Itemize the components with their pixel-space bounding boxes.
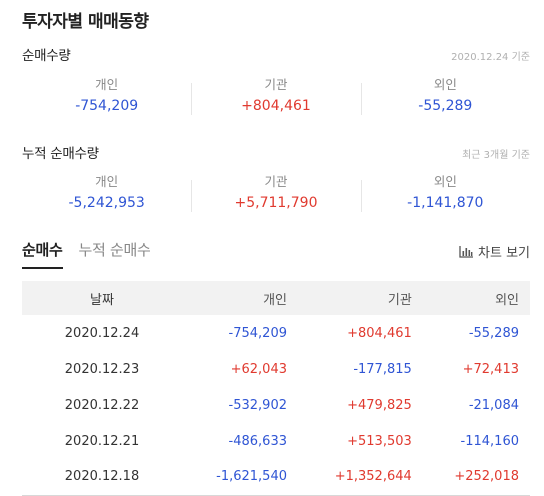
investor-trading-table: 날짜 개인 기관 외인 2020.12.24 -754,209 +804,461… (22, 281, 530, 496)
header-institution: 기관 (387, 292, 412, 308)
cumulative-period-note: 최근 3개월 기준 (462, 150, 530, 161)
institution-label: 기관 (264, 77, 288, 92)
row-individual: -1,621,540 (216, 469, 287, 485)
foreign-value: -1,141,870 (407, 195, 484, 211)
row-individual: -486,633 (228, 433, 287, 449)
tab-cumulative-net-buy[interactable]: 누적 순매수 (78, 241, 151, 259)
row-foreign: -114,160 (460, 433, 519, 449)
header-individual: 개인 (263, 292, 287, 308)
row-institution: -177,815 (353, 361, 412, 377)
chart-view-label: 차트 보기 (478, 246, 530, 261)
individual-label: 개인 (95, 174, 119, 189)
row-institution: +1,352,644 (334, 469, 412, 485)
individual-value: -5,242,953 (68, 195, 145, 211)
net-buy-title: 순매수량 (22, 48, 71, 64)
individual-value: -754,209 (75, 98, 139, 114)
row-institution: +804,461 (347, 325, 412, 341)
institution-value: +804,461 (241, 98, 311, 114)
cumulative-title: 누적 순매수량 (22, 146, 99, 162)
cumulative-summary: 개인 -5,242,953 기관 +5,711,790 외인 -1,141,87… (22, 173, 530, 219)
row-foreign: -21,084 (468, 397, 519, 413)
row-individual: -532,902 (228, 397, 287, 413)
row-date: 2020.12.22 (64, 397, 140, 413)
foreign-label: 외인 (433, 174, 457, 189)
row-individual: -754,209 (228, 325, 287, 341)
row-institution: +513,503 (347, 433, 412, 449)
row-date: 2020.12.18 (64, 469, 140, 485)
row-foreign: +72,413 (462, 361, 519, 377)
page-title: 투자자별 매매동향 (22, 12, 149, 32)
foreign-value: -55,289 (418, 98, 473, 114)
net-buy-individual: 개인 -754,209 (22, 76, 191, 122)
net-buy-foreign: 외인 -55,289 (360, 76, 530, 122)
net-buy-summary: 개인 -754,209 기관 +804,461 외인 -55,289 (22, 76, 530, 122)
bar-chart-icon (459, 245, 474, 258)
row-date: 2020.12.24 (64, 325, 140, 341)
institution-value: +5,711,790 (234, 195, 318, 211)
table-row: 2020.12.23 +62,043 -177,815 +72,413 (22, 351, 530, 387)
header-date: 날짜 (90, 292, 114, 308)
row-institution: +479,825 (347, 397, 412, 413)
table-row: 2020.12.24 -754,209 +804,461 -55,289 (22, 315, 530, 351)
table-row: 2020.12.21 -486,633 +513,503 -114,160 (22, 423, 530, 459)
row-foreign: -55,289 (468, 325, 519, 341)
foreign-label: 외인 (433, 77, 457, 92)
row-date: 2020.12.23 (64, 361, 140, 377)
cumulative-institution: 기관 +5,711,790 (191, 173, 360, 219)
individual-label: 개인 (95, 77, 119, 92)
tab-bar: 순매수 누적 순매수 (22, 239, 166, 269)
table-header-row: 날짜 개인 기관 외인 (22, 281, 530, 315)
net-buy-institution: 기관 +804,461 (191, 76, 360, 122)
row-foreign: +252,018 (454, 469, 519, 485)
institution-label: 기관 (264, 174, 288, 189)
row-individual: +62,043 (230, 361, 287, 377)
cumulative-individual: 개인 -5,242,953 (22, 173, 191, 219)
net-buy-date-note: 2020.12.24 기준 (451, 52, 530, 63)
table-row: 2020.12.18 -1,621,540 +1,352,644 +252,01… (22, 459, 530, 495)
cumulative-foreign: 외인 -1,141,870 (360, 173, 530, 219)
chart-view-button[interactable]: 차트 보기 (459, 242, 530, 261)
tab-net-buy[interactable]: 순매수 (22, 239, 63, 269)
table-row: 2020.12.22 -532,902 +479,825 -21,084 (22, 387, 530, 423)
row-date: 2020.12.21 (64, 433, 140, 449)
header-foreign: 외인 (495, 292, 519, 308)
